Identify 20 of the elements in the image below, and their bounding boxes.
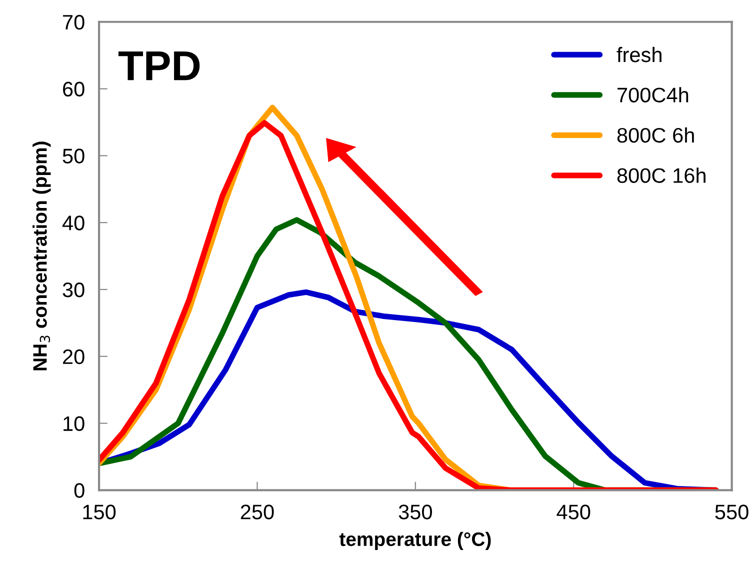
legend-label: 700C4h (618, 87, 688, 102)
annotation: TPD (118, 52, 200, 80)
y-tick-label: 50 (62, 148, 84, 164)
x-tick-label: 250 (240, 504, 274, 520)
y-tick-label: 10 (64, 416, 84, 432)
y-axis-title: NH$_{3}$ concentration (ppm) (32, 142, 51, 370)
y-tick-label: 40 (62, 216, 84, 230)
legend-label: 800C 16h (617, 168, 706, 183)
x-axis-title: temperature (°C) (339, 532, 491, 550)
y-tick-label: 60 (63, 82, 84, 97)
y-tick-label: 30 (62, 282, 84, 298)
y-tick-label: 0 (74, 483, 84, 498)
y-tick-label: 70 (63, 14, 84, 30)
legend-label: fresh (616, 46, 662, 62)
x-tick-label: 450 (556, 504, 590, 520)
x-tick-label: 550 (715, 504, 748, 520)
x-tick-label: 150 (83, 504, 116, 520)
x-tick-label: 350 (398, 504, 432, 520)
y-tick-label: 20 (63, 349, 84, 364)
legend-label: 800C 6h (617, 127, 694, 143)
